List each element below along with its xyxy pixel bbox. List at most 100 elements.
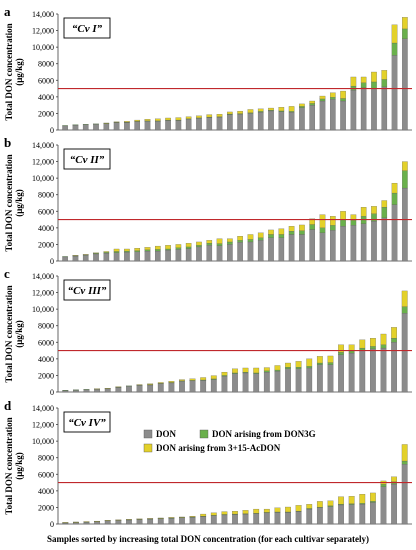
bar-segment-acdon bbox=[327, 355, 334, 363]
y-axis-title: Total DON concentration bbox=[4, 417, 14, 514]
bar-segment-don3g bbox=[134, 250, 141, 253]
cultivar-label: “Cv II” bbox=[70, 154, 105, 166]
y-tick-label: 10,000 bbox=[32, 305, 54, 314]
bar-segment-don bbox=[402, 187, 408, 262]
bar-segment-don bbox=[360, 87, 367, 131]
bar-segment-don bbox=[210, 515, 217, 525]
bar-segment-don bbox=[338, 504, 344, 525]
bar-segment-don3g bbox=[216, 243, 223, 246]
bar-segment-acdon bbox=[210, 512, 217, 516]
cultivar-label-box bbox=[63, 279, 111, 301]
bar-segment-don3g bbox=[73, 389, 79, 391]
bar-segment-acdon bbox=[268, 107, 274, 111]
bar-segment-don bbox=[285, 512, 291, 525]
legend-swatch-don3g bbox=[199, 429, 209, 439]
bar-segment-don bbox=[247, 241, 254, 262]
bar-segment-acdon bbox=[237, 236, 243, 241]
bar-segment-don bbox=[168, 382, 175, 393]
cultivar-label: “Cv III” bbox=[68, 285, 107, 297]
bar-segment-acdon bbox=[134, 119, 141, 122]
bar-segment-acdon bbox=[350, 214, 357, 221]
y-axis-unit: (μg/kg) bbox=[14, 189, 24, 217]
bar-segment-don3g bbox=[257, 237, 264, 241]
bar-segment-acdon bbox=[144, 119, 151, 122]
bar-segment-don3g bbox=[391, 42, 398, 56]
bar-segment-acdon bbox=[196, 115, 202, 119]
bar-segment-acdon bbox=[189, 516, 196, 518]
bar-segment-don bbox=[227, 114, 233, 131]
y-tick-label: 8000 bbox=[38, 454, 54, 463]
bar-segment-don bbox=[210, 379, 217, 393]
bar-segment-don bbox=[295, 368, 302, 393]
bar-segment-don bbox=[124, 122, 130, 131]
bar-segment-acdon bbox=[316, 356, 323, 364]
bar-segment-don bbox=[154, 121, 161, 131]
bar-segment-acdon bbox=[165, 117, 171, 121]
bar-segment-don bbox=[285, 368, 291, 393]
bar-segment-don bbox=[306, 508, 313, 525]
bar-segment-acdon bbox=[157, 517, 164, 519]
y-axis-title: Total DON concentration bbox=[4, 285, 14, 382]
bar-segment-don bbox=[237, 114, 243, 131]
bar-segment-acdon bbox=[299, 224, 305, 231]
bar-segment-acdon bbox=[319, 214, 326, 228]
bar-segment-acdon bbox=[329, 216, 336, 226]
bar-segment-don3g bbox=[124, 250, 130, 253]
bar-segment-don3g bbox=[401, 460, 408, 465]
bar-segment-acdon bbox=[113, 121, 120, 123]
bar-segment-don bbox=[126, 386, 132, 393]
bar-segment-acdon bbox=[309, 100, 316, 104]
bar-segment-acdon bbox=[168, 381, 175, 383]
bar-segment-acdon bbox=[380, 333, 387, 345]
bar-segment-don bbox=[179, 517, 185, 525]
bar-segment-don bbox=[154, 250, 161, 262]
bar-segment-acdon bbox=[210, 375, 217, 380]
y-tick-label: 12,000 bbox=[32, 421, 54, 430]
y-axis-title: Total DON concentration bbox=[4, 23, 14, 120]
bar-segment-don bbox=[329, 230, 336, 262]
bar-segment-acdon bbox=[124, 121, 130, 123]
bar-segment-don bbox=[104, 388, 111, 393]
bar-segment-don bbox=[348, 504, 355, 525]
panel-letter: b bbox=[4, 135, 11, 150]
bar-segment-acdon bbox=[257, 108, 264, 112]
bar-segment-don3g bbox=[402, 170, 408, 189]
bar-segment-don3g bbox=[165, 248, 171, 251]
bar-segment-acdon bbox=[268, 229, 274, 235]
bar-segment-acdon bbox=[360, 76, 367, 83]
bar-segment-don bbox=[103, 123, 110, 131]
y-tick-label: 6000 bbox=[38, 338, 54, 347]
bar-segment-don bbox=[391, 55, 398, 131]
bar-segment-don bbox=[299, 234, 305, 262]
bar-segment-don bbox=[134, 121, 141, 131]
bar-segment-don bbox=[126, 519, 132, 525]
bar-segment-don bbox=[221, 514, 228, 525]
bar-segment-don3g bbox=[268, 234, 274, 238]
bar-segment-don bbox=[359, 350, 366, 393]
bar-segment-acdon bbox=[285, 506, 291, 513]
bar-segment-acdon bbox=[147, 383, 154, 385]
y-tick-label: 14,000 bbox=[32, 404, 54, 413]
bar-segment-acdon bbox=[185, 243, 192, 248]
bar-segment-acdon bbox=[103, 122, 110, 124]
bar-segment-acdon bbox=[227, 238, 233, 243]
bar-segment-acdon bbox=[306, 504, 313, 509]
y-tick-label: 12,000 bbox=[32, 158, 54, 167]
bar-segment-don bbox=[360, 223, 367, 262]
y-tick-label: 4000 bbox=[38, 355, 54, 364]
bar-segment-acdon bbox=[83, 521, 90, 523]
bar-segment-don3g bbox=[62, 256, 68, 258]
bar-segment-don3g bbox=[327, 362, 334, 365]
bar-segment-acdon bbox=[402, 161, 408, 171]
bar-segment-don bbox=[309, 105, 316, 131]
bar-segment-don3g bbox=[350, 220, 357, 226]
panel-letter: a bbox=[4, 4, 11, 19]
cultivar-label: “Cv I” bbox=[72, 23, 103, 35]
bar-segment-don bbox=[348, 352, 355, 393]
bar-segment-acdon bbox=[189, 378, 196, 381]
bar-segment-don3g bbox=[319, 98, 326, 102]
bar-segment-don bbox=[329, 99, 336, 131]
bar-segment-acdon bbox=[369, 492, 376, 502]
y-tick-label: 10,000 bbox=[32, 43, 54, 52]
bar-segment-don3g bbox=[369, 501, 376, 503]
